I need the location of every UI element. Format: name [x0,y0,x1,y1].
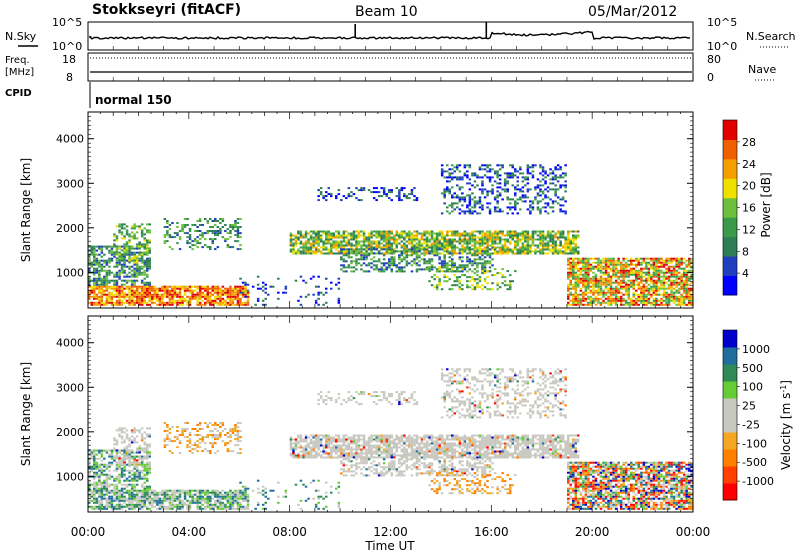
velocity-colorbar-tick: 1000 [742,343,770,356]
colorbar-segment [723,236,737,257]
velocity-colorbar-label: Velocity [m s-1] [779,380,794,470]
velocity-colorbar-tick: 25 [742,400,756,413]
colorbar-segment [723,197,737,218]
power-panel: 1000 2000 3000 4000 Slant Range [km] 4 8 12 16… [19,111,773,309]
nsearch-tick-top: 10^5 [707,16,737,29]
y-tick-label: 2000 [56,222,84,235]
velocity-scatter [88,368,693,510]
power-colorbar-tick: 4 [742,267,749,280]
y-tick-label: 2000 [56,426,84,439]
velocity-colorbar-tick: 100 [742,381,763,394]
x-tick-label: 04:00 [172,525,207,539]
power-colorbar-tick: 28 [742,136,756,149]
nsky-tick-top: 10^5 [52,16,82,29]
colorbar-segment [723,381,737,399]
colorbar-segment [723,364,737,382]
station-title: Stokkseyri (fitACF) [92,2,241,18]
power-colorbar-label: Power [dB] [759,172,773,237]
velocity-colorbar-tick: -100 [742,437,767,450]
velocity-colorbar-tick: 500 [742,362,763,375]
colorbar-segment [723,330,737,348]
freq-label-line2: [MHz] [5,67,34,78]
nsky-label: N.Sky [5,30,37,43]
x-tick-label: 08:00 [272,525,307,539]
velocity-axes: 1000 2000 3000 4000 [56,316,694,512]
power-colorbar-tick: 12 [742,223,756,236]
nsky-tick-bottom: 10^0 [52,40,82,53]
power-colorbar-tick: 20 [742,180,756,193]
freq-tick-bottom: 8 [66,71,73,84]
y-tick-label: 4000 [56,337,84,350]
power-colorbar-tick: 24 [742,158,756,171]
y-tick-label: 3000 [56,381,84,394]
colorbar-segment [723,466,737,484]
freq-label-line1: Freq. [5,55,30,66]
nave-tick-top: 80 [707,53,721,66]
colorbar-segment [723,483,737,501]
cpid-value: normal 150 [95,93,172,107]
colorbar-segment [723,415,737,433]
x-tick-labels: 00:00 04:00 08:00 12:00 16:00 20:00 00:00 [71,525,711,539]
velocity-colorbar-tick: -500 [742,456,767,469]
x-tick-label: 00:00 [71,525,106,539]
x-tick-label: 16:00 [474,525,509,539]
colorbar-segment [723,449,737,467]
power-colorbar-tick: 16 [742,202,756,215]
beam-title: Beam 10 [355,4,418,20]
x-axis-label: Time UT [364,539,415,553]
velocity-ylabel: Slant Range [km] [19,362,33,466]
colorbar-segment [723,139,737,160]
y-tick-label: 4000 [56,133,84,146]
nsky-panel: N.Sky 10^5 10^0 10^5 10^0 N.Search [5,16,796,81]
velocity-colorbar-tick: -1000 [742,475,774,488]
colorbar-segment [723,347,737,365]
colorbar-segment [723,275,737,296]
colorbar-segment [723,217,737,238]
power-axes: 1000 2000 3000 4000 [56,112,694,308]
cpid-label: CPID [5,88,32,99]
colorbar-segment [723,120,737,140]
nsearch-tick-bottom: 10^0 [707,40,737,53]
nsky-trace [87,22,694,81]
nave-label: Nave [748,63,776,76]
x-tick-label: 00:00 [676,525,711,539]
velocity-colorbar: -1000 -500 -100 -25 25 100 500 1000 [722,329,774,501]
y-tick-label: 1000 [56,470,84,483]
colorbar-segment [723,398,737,416]
power-colorbar: 4 8 12 16 20 24 28 [722,119,756,296]
colorbar-segment [723,256,737,277]
freq-tick-top: 18 [62,53,76,66]
colorbar-segment [723,178,737,199]
nsearch-label: N.Search [746,30,796,43]
nsky-line [89,30,691,40]
x-tick-label: 12:00 [373,525,408,539]
power-scatter [88,164,693,306]
power-ylabel: Slant Range [km] [19,158,33,262]
date-title: 05/Mar/2012 [588,4,677,20]
colorbar-segment [723,158,737,179]
power-colorbar-tick: 8 [742,245,749,258]
velocity-colorbar-tick: -25 [742,418,760,431]
colorbar-segment [723,432,737,450]
nave-tick-bottom: 0 [707,71,714,84]
y-tick-label: 3000 [56,177,84,190]
freq-panel: Freq. [MHz] 18 8 80 0 Nave [5,52,776,84]
y-tick-label: 1000 [56,266,84,279]
x-tick-label: 20:00 [575,525,610,539]
